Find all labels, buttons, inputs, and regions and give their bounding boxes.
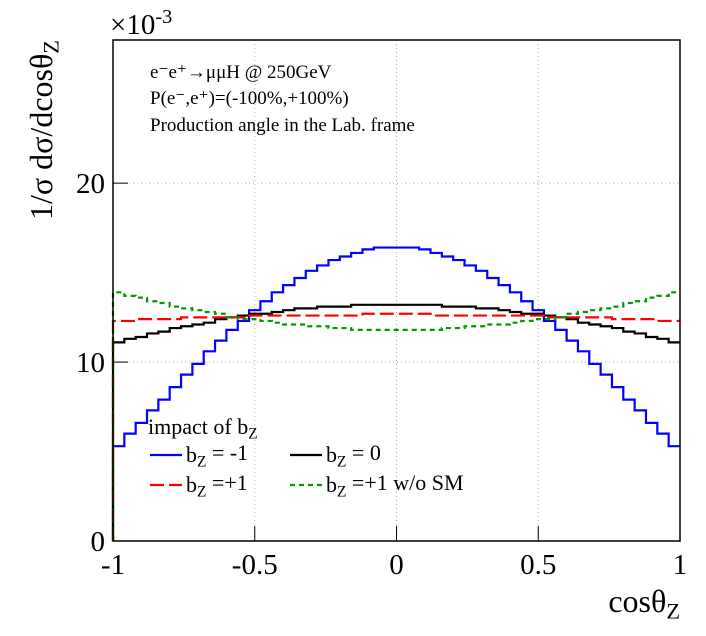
x-tick-label: 1: [673, 549, 688, 581]
legend-label: bZ​ =+1 w/o SM: [326, 470, 464, 501]
y-tick-label: 20: [76, 168, 105, 200]
annotation: P(e⁻,e⁺)=(-100%,+100%): [150, 88, 349, 109]
annotation: Production angle in the Lab. frame: [150, 115, 415, 136]
x-tick-label: 0.5: [520, 549, 556, 581]
x-tick-label: -1: [101, 549, 125, 581]
legend-label: bZ​ = 0: [326, 440, 381, 471]
plot-area: [111, 246, 680, 541]
annotation: e⁻e⁺→μμH @ 250GeV: [150, 62, 332, 83]
legend-title: impact of bZ​: [148, 414, 258, 443]
histogram-line: [111, 246, 680, 541]
histogram-line: [111, 312, 680, 541]
x-tick-label: -0.5: [232, 549, 278, 581]
x-tick-label: 0: [389, 549, 404, 581]
histogram-line: [111, 291, 680, 541]
y-axis-label: 1/σ dσ/dcosθZ​: [23, 40, 64, 220]
exponent-label: ×10-3​: [110, 6, 172, 41]
legend-label: bZ​ =+1: [186, 470, 248, 501]
legend-label: bZ​ = -1: [186, 440, 248, 471]
histogram-line: [111, 303, 680, 541]
y-tick-label: 10: [76, 347, 105, 379]
y-tick-label: 0: [91, 526, 106, 558]
x-axis-label: cosθZ​: [608, 583, 680, 624]
